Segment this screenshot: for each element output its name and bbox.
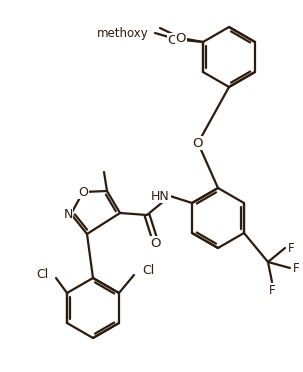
Text: O: O <box>193 137 203 150</box>
Text: Cl: Cl <box>36 267 48 280</box>
Text: F: F <box>269 283 275 296</box>
Text: N: N <box>63 208 73 221</box>
Text: F: F <box>288 241 294 254</box>
Text: O: O <box>168 33 178 46</box>
Text: HN: HN <box>151 189 170 202</box>
Text: O: O <box>176 32 186 45</box>
Text: Cl: Cl <box>142 264 154 278</box>
Text: O: O <box>78 186 88 199</box>
Text: O: O <box>151 237 161 250</box>
Text: methoxy: methoxy <box>97 26 149 39</box>
Text: F: F <box>293 262 299 275</box>
